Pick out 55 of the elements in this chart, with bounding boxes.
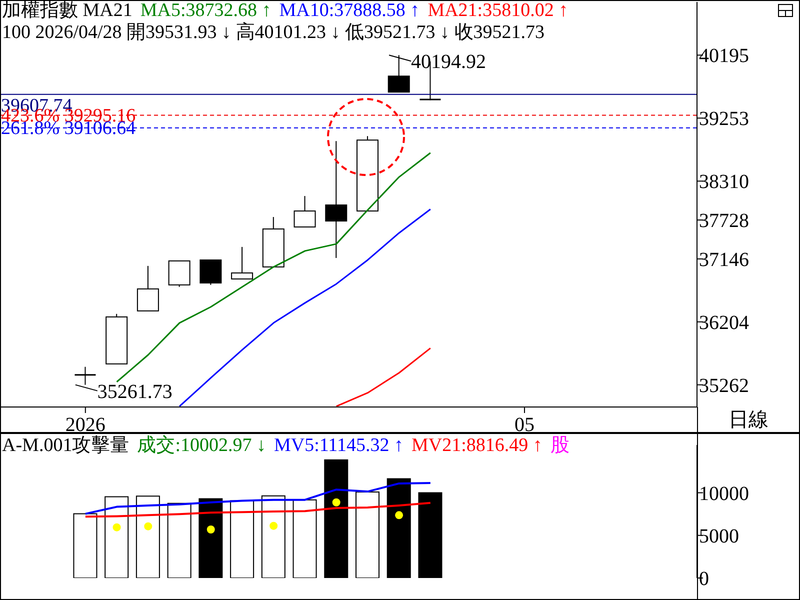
bar bbox=[104, 496, 129, 578]
y-tick-label: 36204 bbox=[699, 312, 749, 334]
point bbox=[332, 498, 340, 506]
bar bbox=[418, 492, 442, 578]
candlestick bbox=[136, 265, 159, 312]
line-series bbox=[336, 347, 432, 407]
annotation: 40194.92 bbox=[411, 51, 486, 74]
line-series bbox=[116, 152, 432, 383]
text: 日線 bbox=[728, 408, 770, 432]
candlestick bbox=[231, 246, 254, 280]
candlestick bbox=[200, 259, 222, 286]
line-series bbox=[84, 502, 432, 518]
candlestick bbox=[294, 196, 316, 228]
text: MV21:8816.49 ↑ bbox=[411, 435, 542, 456]
bar bbox=[230, 500, 254, 578]
annotation: 股 bbox=[550, 435, 570, 456]
text: MA5:38732.68 ↑ bbox=[140, 0, 272, 21]
bar bbox=[356, 492, 380, 578]
bar bbox=[198, 498, 223, 578]
chart-title: 加權指數 MA21 bbox=[2, 0, 132, 21]
x-tick-label: 05 bbox=[514, 414, 534, 436]
y-tick-label: 37728 bbox=[699, 210, 749, 232]
annotation: 35261.73 bbox=[97, 380, 172, 403]
y-tick-label: 35262 bbox=[699, 374, 749, 397]
y-tick-label: 39253 bbox=[699, 108, 749, 130]
text: MA10:37888.58 ↑ bbox=[279, 0, 420, 21]
chart-title: A-M.001攻擊量 bbox=[2, 435, 130, 456]
candlestick bbox=[168, 260, 190, 288]
bar bbox=[167, 502, 192, 578]
point bbox=[144, 522, 152, 530]
y-tick-label: 5000 bbox=[699, 525, 739, 548]
bar bbox=[261, 495, 286, 578]
bar bbox=[292, 499, 317, 578]
point bbox=[395, 511, 404, 520]
line-series bbox=[178, 208, 432, 407]
text: MA21:35810.02 ↑ bbox=[428, 0, 568, 21]
text: 成交:10002.97 ↓ bbox=[137, 435, 266, 456]
line-series bbox=[84, 482, 432, 515]
x-tick-label: 2026 bbox=[65, 414, 106, 436]
bar bbox=[324, 459, 348, 578]
y-tick-label: 10000 bbox=[699, 482, 749, 505]
series-label: MV5:11145.32 ↑ bbox=[274, 435, 404, 456]
y-tick-label: 37146 bbox=[699, 249, 749, 271]
candlestick bbox=[325, 140, 348, 258]
point bbox=[206, 525, 215, 534]
bar bbox=[386, 478, 411, 578]
candlestick bbox=[388, 54, 410, 93]
bar bbox=[136, 496, 160, 578]
bar bbox=[73, 513, 98, 578]
y-tick-label: 0 bbox=[699, 568, 709, 590]
text: 100 2026/04/28 開39531.93 ↓ 高40101.23 ↓ 低39521.73 ↓ 收39521.73 bbox=[2, 22, 546, 44]
point bbox=[270, 522, 278, 530]
y-tick-label: 40195 bbox=[699, 45, 749, 68]
y-tick-label: 38310 bbox=[699, 171, 749, 194]
point bbox=[112, 523, 121, 532]
